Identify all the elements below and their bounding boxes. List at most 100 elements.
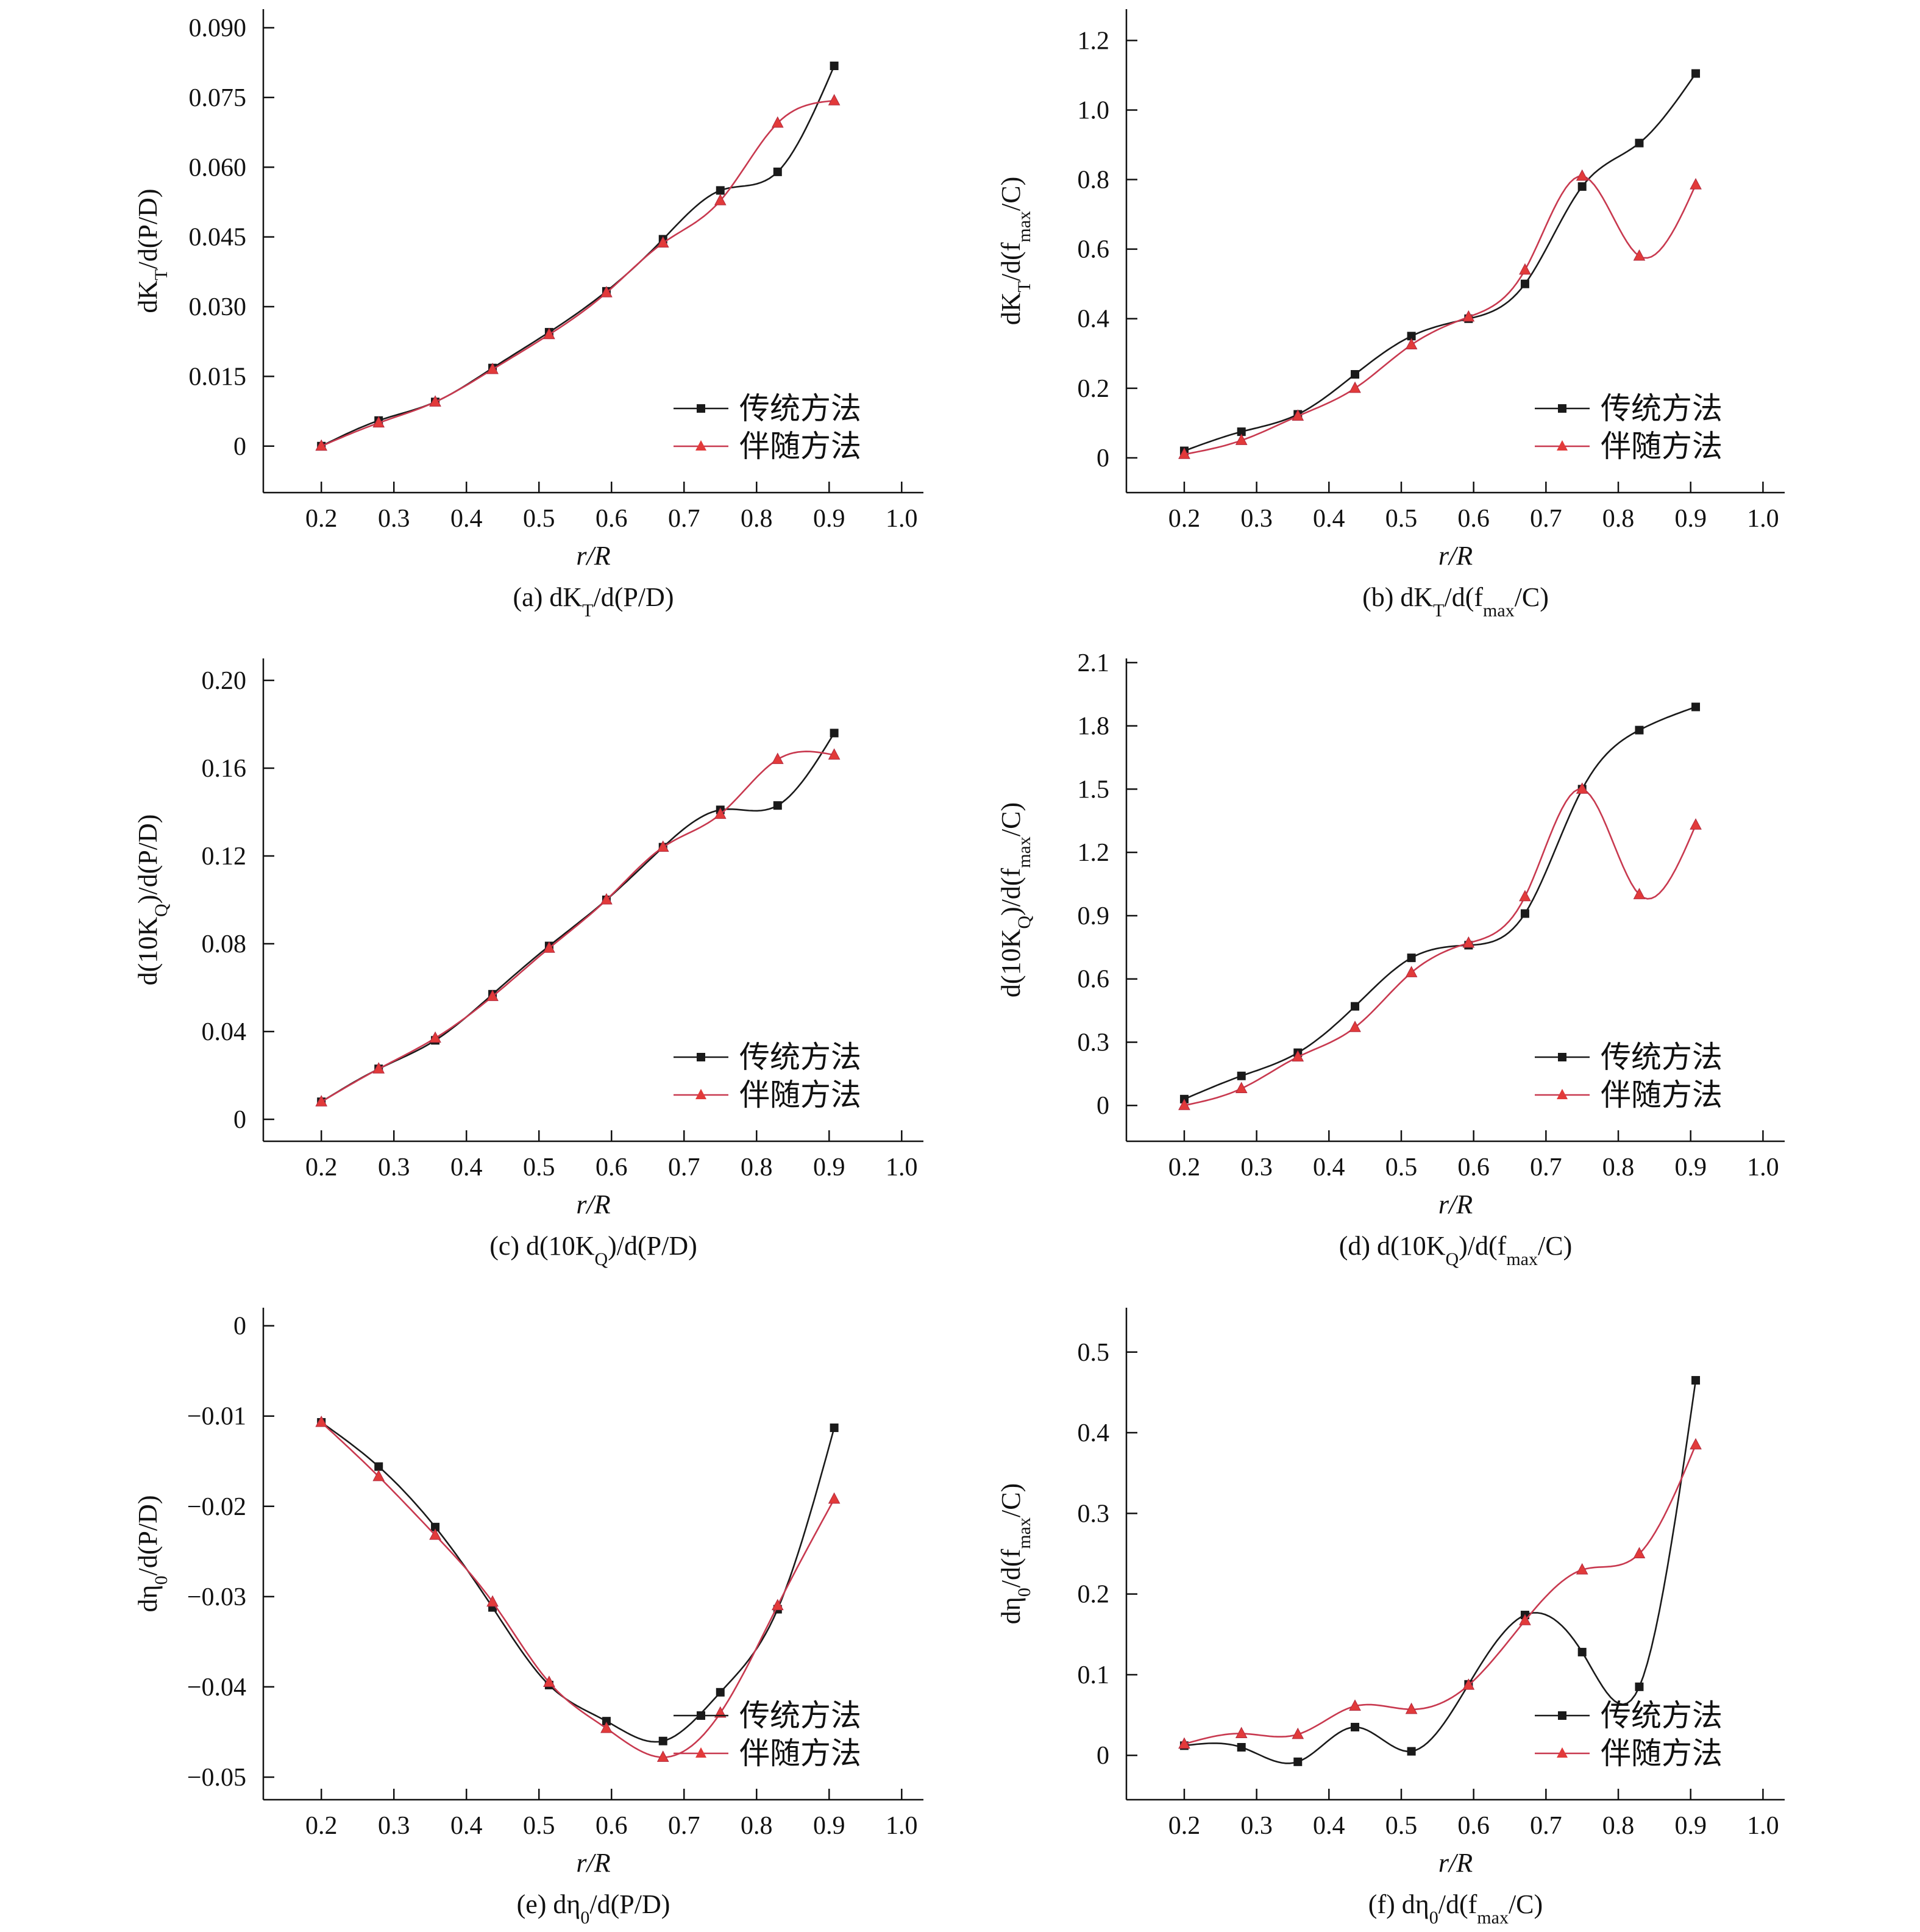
- data-point-triangle: [1178, 1099, 1190, 1110]
- data-point-triangle: [1405, 1702, 1418, 1714]
- y-tick-label: 0.5: [1078, 1339, 1110, 1367]
- data-point-triangle: [1633, 1547, 1646, 1558]
- data-point-square: [830, 62, 839, 71]
- chart-panel-5: 0 0.1 0.2 0.3 0.4 0.5 0.2 0.3 0.4 0.5 0.6 0.7 0.8 0.9…: [996, 1308, 1785, 1928]
- y-tick-label: 0.08: [202, 930, 247, 958]
- legend-label-0: 传统方法: [1601, 1698, 1723, 1733]
- legend-marker-triangle: [695, 440, 706, 451]
- data-point-triangle: [771, 116, 784, 128]
- y-tick-label: 0.12: [202, 843, 247, 871]
- y-tick-label: −0.04: [187, 1674, 246, 1702]
- data-point-triangle: [656, 840, 669, 852]
- data-point-square: [716, 1688, 725, 1697]
- x-tick-label: 0.9: [813, 1153, 845, 1182]
- data-point-square: [1237, 427, 1246, 437]
- x-tick-label: 0.3: [378, 1812, 410, 1840]
- legend-marker-triangle: [1557, 1747, 1568, 1758]
- series-line-1: [321, 1422, 835, 1758]
- data-point-triangle: [1690, 178, 1702, 190]
- data-point-square: [1635, 725, 1644, 735]
- x-tick-label: 0.2: [305, 1812, 338, 1840]
- data-point-square: [773, 801, 782, 810]
- data-point-triangle: [315, 1095, 328, 1107]
- data-point-square: [1237, 1071, 1246, 1080]
- data-point-triangle: [1519, 1614, 1531, 1625]
- legend-label-0: 传统方法: [739, 1039, 861, 1075]
- legend-marker-square: [697, 1053, 705, 1061]
- legend-marker-triangle: [695, 1747, 706, 1758]
- y-tick-label: 1.0: [1078, 96, 1110, 124]
- x-tick-label: 0.2: [1168, 1153, 1201, 1182]
- x-tick-label: 0.8: [741, 1812, 773, 1840]
- data-point-square: [1407, 954, 1416, 963]
- series-line-1: [321, 750, 834, 1103]
- data-point-triangle: [372, 1469, 385, 1481]
- y-tick-label: −0.03: [187, 1583, 246, 1611]
- data-point-triangle: [486, 1595, 499, 1607]
- y-tick-label: 1.5: [1078, 775, 1110, 804]
- data-point-square: [374, 1462, 383, 1471]
- data-point-triangle: [1292, 409, 1304, 421]
- x-tick-label: 0.5: [523, 505, 555, 533]
- data-point-square: [1237, 1743, 1246, 1752]
- y-tick-label: 0.8: [1078, 166, 1110, 194]
- x-tick-label: 0.2: [305, 505, 338, 533]
- data-point-square: [1691, 1376, 1701, 1385]
- data-point-triangle: [600, 1721, 613, 1733]
- x-tick-label: 0.4: [1313, 505, 1345, 533]
- data-point-triangle: [543, 941, 555, 953]
- y-tick-label: 0.060: [189, 154, 247, 182]
- legend-marker-square: [697, 404, 705, 413]
- x-tick-label: 0.3: [378, 505, 410, 533]
- x-tick-label: 0.8: [1602, 505, 1635, 533]
- y-tick-label: 0.3: [1078, 1500, 1110, 1528]
- x-tick-label: 0.6: [596, 505, 628, 533]
- series-line-0: [1184, 73, 1697, 452]
- x-tick-label: 0.4: [450, 1153, 483, 1182]
- data-point-triangle: [372, 1062, 385, 1074]
- data-point-triangle: [1633, 888, 1646, 899]
- x-tick-label: 0.2: [305, 1153, 338, 1182]
- data-point-triangle: [1633, 249, 1646, 261]
- y-axis-title: dη0​/d(fmax​/C): [996, 1483, 1034, 1624]
- series-line-1: [1184, 788, 1697, 1107]
- x-tick-label: 0.5: [523, 1812, 555, 1840]
- y-tick-label: 0.9: [1078, 902, 1110, 930]
- y-tick-label: 0: [233, 1106, 246, 1134]
- x-tick-label: 0.4: [1313, 1812, 1345, 1840]
- data-point-triangle: [1576, 782, 1588, 794]
- legend-marker-triangle: [695, 1089, 706, 1099]
- data-point-triangle: [828, 1492, 841, 1504]
- x-tick-label: 0.9: [1674, 1812, 1707, 1840]
- y-tick-label: 0: [1097, 444, 1109, 472]
- series-line-1: [1184, 1444, 1697, 1745]
- data-point-square: [1691, 702, 1701, 711]
- y-axis-title: d(10KQ​)/d(P/D): [133, 815, 171, 986]
- data-point-triangle: [1292, 1727, 1304, 1739]
- y-tick-label: 0.090: [189, 15, 247, 43]
- x-axis-title: r/R: [576, 1848, 610, 1878]
- y-tick-label: 2.1: [1078, 649, 1110, 677]
- y-tick-label: 0.075: [189, 84, 247, 112]
- data-point-triangle: [1576, 169, 1588, 181]
- x-tick-label: 0.8: [741, 1153, 773, 1182]
- y-tick-label: 0: [1097, 1092, 1109, 1120]
- legend-label-1: 伴随方法: [1601, 1077, 1723, 1113]
- x-tick-label: 0.9: [1674, 505, 1707, 533]
- data-point-square: [1351, 370, 1360, 379]
- x-axis-title: r/R: [1438, 1189, 1473, 1219]
- data-point-square: [1351, 1722, 1360, 1731]
- data-point-triangle: [1405, 338, 1418, 350]
- data-point-square: [830, 729, 839, 738]
- data-point-triangle: [315, 1415, 328, 1427]
- data-point-triangle: [429, 1528, 441, 1540]
- x-tick-label: 1.0: [1747, 505, 1779, 533]
- data-point-triangle: [600, 893, 613, 905]
- x-tick-label: 0.9: [813, 505, 845, 533]
- data-point-triangle: [486, 989, 499, 1001]
- x-axis-title: r/R: [576, 541, 610, 571]
- data-point-triangle: [1349, 1021, 1361, 1032]
- data-point-triangle: [429, 1031, 441, 1043]
- series-line-0: [321, 65, 835, 447]
- x-axis-title: r/R: [1438, 1848, 1473, 1878]
